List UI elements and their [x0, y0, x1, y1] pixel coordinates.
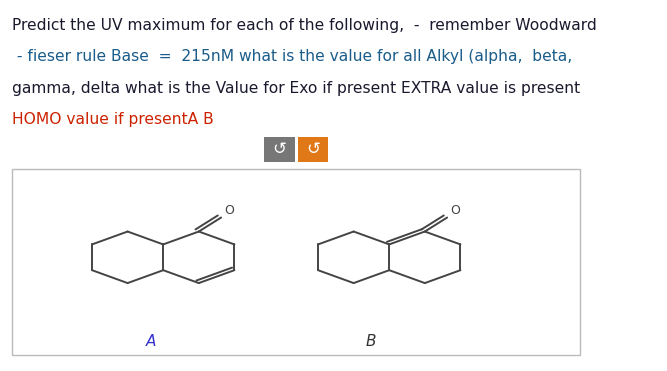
Text: Predict the UV maximum for each of the following,  -  remember Woodward: Predict the UV maximum for each of the f…	[12, 18, 597, 33]
Text: O: O	[451, 204, 460, 217]
Bar	[12, 169, 580, 355]
Text: B: B	[366, 334, 376, 349]
Text: ↺: ↺	[273, 140, 287, 158]
Text: gamma, delta what is the Value for Exo if present EXTRA value is present: gamma, delta what is the Value for Exo i…	[12, 81, 580, 96]
Text: ↺: ↺	[306, 140, 320, 158]
Bar	[298, 137, 328, 161]
Text: A: A	[146, 334, 156, 349]
Bar	[264, 137, 295, 161]
Text: HOMO value if presentA B: HOMO value if presentA B	[12, 112, 213, 127]
Text: O: O	[225, 204, 235, 217]
Text: - fieser rule Base  =  215nM what is the value for all Alkyl (alpha,  beta,: - fieser rule Base = 215nM what is the v…	[12, 49, 572, 64]
